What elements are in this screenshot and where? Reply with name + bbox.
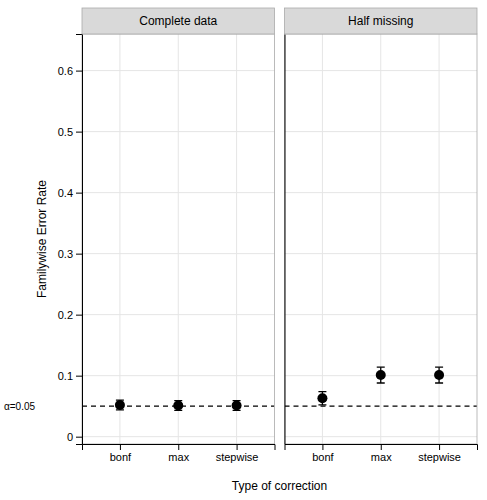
tick-label: 0.5 [58,126,73,138]
tick-mark [76,193,82,194]
tick-label: bonf [312,451,334,463]
tick-label: 0 [67,431,73,443]
panel: bonf max stepwise [285,34,478,463]
tick-mark [76,376,82,377]
tick-mark [76,315,82,316]
error-cap [377,382,385,383]
tick-mark [439,444,440,450]
tick: 0.2 [58,309,82,321]
point [232,401,242,411]
tick: stepwise [216,444,259,463]
x-axis-title: Type of correction [232,479,327,493]
tick: bonf [110,444,132,463]
error-cap [318,391,326,392]
panel: bonf max stepwise 0 0.1 0.2 0.3 0.4 0.5 0.6 [58,34,275,463]
tick: 0.3 [58,248,82,260]
x-axis: bonf max stepwise [285,444,478,463]
tick-mark [76,254,82,255]
axis-line [285,445,478,451]
tick: stepwise [418,444,461,463]
tick: max [168,444,189,463]
tick: max [371,444,392,463]
tick-mark [76,132,82,133]
grid-line-x [119,34,120,444]
tick-mark [76,71,82,72]
panel-title: Complete data [139,14,217,28]
tick-label: 0.6 [58,65,73,77]
point [434,370,444,380]
error-cap [318,404,326,405]
axis-line [83,445,276,451]
tick-label: 0.4 [58,187,73,199]
y-axis: 0 0.1 0.2 0.3 0.4 0.5 0.6 [58,35,83,445]
tick-label: max [371,451,392,463]
point [376,370,386,380]
point [173,401,183,411]
grid-line-x [322,34,323,444]
error-cap [377,366,385,367]
grid-line-x [236,34,237,444]
grid [82,34,275,444]
point [317,393,327,403]
tick-label: 0.1 [58,370,73,382]
tick: 0 [67,431,82,443]
plot-frame [82,34,275,444]
reference-line [285,406,478,407]
axis-line [285,35,286,445]
plot-frame [285,34,478,444]
grid-line-x [178,34,179,444]
panel-title: Half missing [348,14,413,28]
tick: 0.6 [58,65,82,77]
grid [285,34,478,444]
tick-label: bonf [110,451,132,463]
error-cap [435,382,443,383]
error-cap [435,366,443,367]
tick: 0.5 [58,126,82,138]
point [115,400,125,410]
tick-mark [237,444,238,450]
tick-mark [381,444,382,450]
tick: bonf [312,444,334,463]
tick-label: max [168,451,189,463]
marks [285,367,478,406]
tick-label: stepwise [216,451,259,463]
tick-label: stepwise [418,451,461,463]
chart-root: bonf max stepwise 0 0.1 0.2 0.3 0.4 0.5 0.6 Comple… [0,0,487,500]
tick: 0.4 [58,187,82,199]
tick: 0.1 [58,370,82,382]
tick-mark [76,437,82,438]
reference-label: α=0.05 [4,401,36,412]
tick-mark [178,444,179,450]
y-axis [284,35,286,445]
axis-line [76,35,83,445]
marks [82,400,275,411]
strip [285,8,478,34]
tick-mark [120,444,121,450]
strip [82,8,275,34]
tick-mark [322,444,323,450]
x-axis: bonf max stepwise [83,444,276,463]
y-axis-title: Familywise Error Rate [35,180,49,298]
tick-label: 0.2 [58,309,73,321]
tick-label: 0.3 [58,248,73,260]
